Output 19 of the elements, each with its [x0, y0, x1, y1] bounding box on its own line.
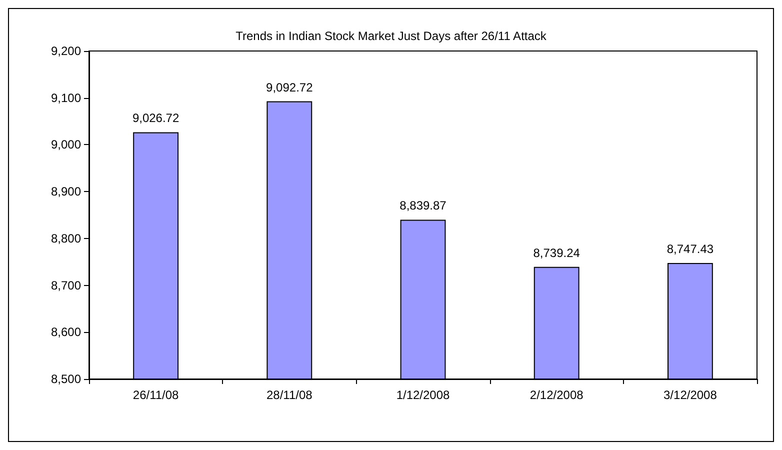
y-tick-label: 8,500	[50, 372, 82, 386]
chart-title: Trends in Indian Stock Market Just Days after 26/11 Attack	[236, 29, 548, 43]
x-tick-label: 1/12/2008	[396, 388, 450, 402]
y-tick-label: 8,800	[50, 231, 82, 246]
data-label: 8,747.43	[666, 242, 714, 256]
x-tick-label: 3/12/2008	[664, 388, 718, 402]
x-tick-label: 2/12/2008	[530, 388, 584, 402]
data-label: 8,739.24	[533, 246, 580, 260]
y-tick-label: 8,900	[50, 184, 82, 199]
y-tick-label: 9,100	[50, 90, 82, 105]
y-tick-label: 8,700	[50, 278, 82, 292]
data-label: 9,092.72	[266, 80, 314, 94]
x-tick-label: 28/11/08	[266, 388, 313, 402]
y-tick-label: 9,000	[50, 138, 82, 152]
y-tick-label: 8,600	[50, 325, 82, 340]
y-tick-label: 9,200	[50, 44, 82, 58]
data-label: 9,026.72	[132, 111, 180, 126]
data-label: 8,839.87	[400, 198, 447, 213]
x-tick-label: 26/11/08	[132, 388, 180, 402]
